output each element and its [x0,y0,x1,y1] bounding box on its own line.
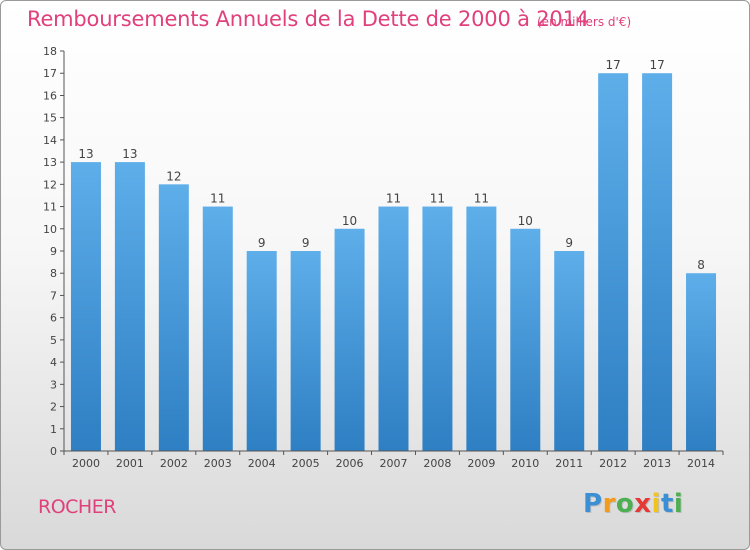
data-label: 11 [430,192,445,206]
x-tick-label: 2002 [160,457,188,470]
y-tick-label: 10 [43,223,57,236]
y-tick-label: 5 [50,334,57,347]
bar [686,273,717,451]
y-tick-label: 7 [50,289,57,302]
bar [422,206,453,451]
bar [158,184,189,452]
x-tick-label: 2007 [380,457,408,470]
x-tick-label: 2000 [72,457,100,470]
x-tick-label: 2006 [336,457,364,470]
x-tick-label: 2011 [555,457,583,470]
bar [598,73,629,451]
x-tick-label: 2010 [511,457,539,470]
bar [554,251,585,451]
y-tick-label: 1 [50,423,57,436]
bar-series: 13 13 12 11 9 9 10 11 11 11 10 9 17 17 8 [70,58,717,452]
bar [246,251,277,451]
x-tick-label: 2009 [467,457,495,470]
x-tick-label: 2001 [116,457,144,470]
data-label: 9 [302,236,310,250]
data-label: 10 [342,214,357,228]
data-label: 10 [518,214,533,228]
bar [202,206,233,451]
bar [510,228,541,451]
y-tick-label: 8 [50,267,57,280]
x-tick-label: 2013 [643,457,671,470]
y-tick-label: 13 [43,156,57,169]
y-tick-label: 12 [43,178,57,191]
data-label: 8 [697,258,705,272]
bar [114,162,145,451]
bar [378,206,409,451]
y-tick-label: 17 [43,67,57,80]
data-label: 17 [606,58,621,72]
logo-letter: i [673,489,684,519]
logo-letter: t [660,489,674,519]
data-label: 9 [258,236,266,250]
bar [334,228,365,451]
x-axis: 2000 2001 2002 2003 2004 2005 2006 2007 2008 2009… [63,450,724,470]
chart-subtitle: (en milliers d'€) [537,15,632,29]
x-tick-label: 2003 [204,457,232,470]
y-tick-label: 3 [50,378,57,391]
data-label: 11 [386,192,401,206]
place-name: ROCHER [38,496,116,518]
x-tick-label: 2005 [292,457,320,470]
bar [466,206,497,451]
x-tick-label: 2004 [248,457,276,470]
data-label: 9 [565,236,573,250]
y-tick-label: 14 [43,134,57,147]
proxiti-logo: Proxiti [583,489,683,519]
y-tick-label: 4 [50,356,57,369]
y-tick-label: 11 [43,201,57,214]
data-label: 17 [649,58,664,72]
logo-letter: x [634,489,652,519]
logo-letter: o [615,489,635,519]
data-label: 13 [122,147,137,161]
logo-letter: r [602,489,616,519]
y-tick-label: 2 [50,401,57,414]
data-label: 12 [166,169,181,183]
y-tick-label: 16 [43,89,57,102]
bar [642,73,673,451]
data-label: 11 [210,192,225,206]
data-label: 11 [474,192,489,206]
y-tick-label: 9 [50,245,57,258]
data-label: 13 [78,147,93,161]
x-tick-label: 2008 [423,457,451,470]
x-tick-label: 2014 [687,457,715,470]
y-tick-label: 15 [43,112,57,125]
y-tick-label: 0 [50,445,57,458]
y-tick-label: 18 [43,45,57,58]
bar [290,251,321,451]
logo-letter: P [583,489,603,519]
y-tick-label: 6 [50,312,57,325]
chart-title: Remboursements Annuels de la Dette de 20… [27,7,589,31]
bar [70,162,101,451]
x-tick-label: 2012 [599,457,627,470]
logo-letter: i [651,489,661,519]
